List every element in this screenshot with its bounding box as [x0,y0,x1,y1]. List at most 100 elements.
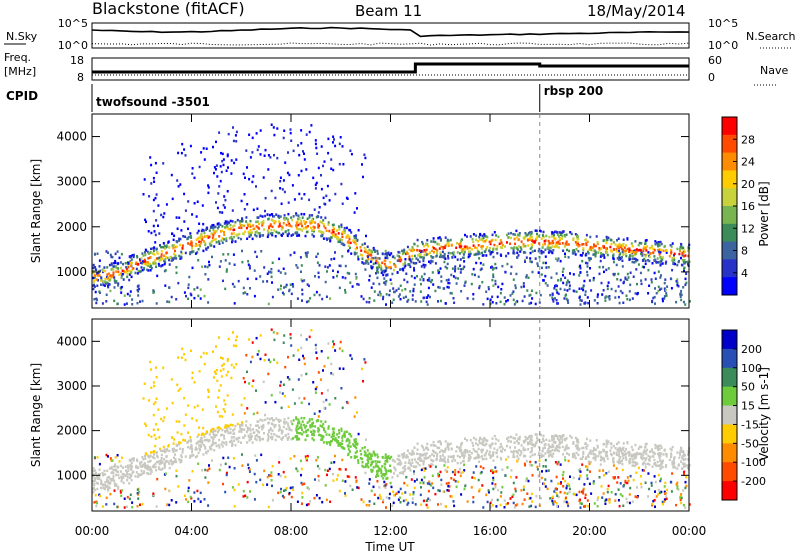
power-cell [262,176,265,179]
velocity-cell [175,443,178,447]
velocity-cell [334,439,337,442]
velocity-cell [601,458,604,461]
velocity-cell [122,473,125,476]
power-cell [577,245,580,248]
velocity-cell [383,480,386,484]
velocity-cell [251,385,254,388]
power-cell [592,253,595,256]
power-cell [136,272,139,275]
power-cell [295,221,298,225]
velocity-cell [348,432,351,436]
power-cell [439,299,442,303]
velocity-cell [191,417,194,420]
velocity-cell [681,457,684,460]
power-cell [647,251,650,254]
power-cell [175,216,178,219]
power-cell [341,255,344,258]
power-cell [522,236,525,239]
power-cell [208,242,211,245]
power-cell [341,232,344,236]
velocity-cell [355,480,358,484]
power-cell [547,244,550,247]
power-cell [684,277,687,281]
power-cell [365,300,368,304]
power-cell [666,285,669,288]
power-cell [306,251,309,254]
power-cell [460,268,463,271]
velocity-cell [535,441,538,444]
power-cell [594,250,597,254]
power-cell [173,234,176,237]
velocity-cell [438,446,441,450]
velocity-cell [239,426,242,429]
power-cell [243,224,246,228]
velocity-cell [376,471,379,475]
power-cell [430,280,433,284]
velocity-cell [643,449,646,452]
velocity-cell [296,500,299,503]
power-cell [300,197,303,200]
velocity-cell [547,443,550,446]
power-cell [163,212,166,215]
velocity-cell [263,469,266,473]
power-cell [153,253,156,256]
velocity-cell [684,506,687,509]
power-cell [334,192,337,196]
power-cell [653,248,656,252]
power-cell [297,233,300,237]
power-cell [281,291,284,295]
velocity-cell [374,460,377,463]
power-cell [249,234,252,237]
power-cell [271,213,274,216]
power-cell [319,230,322,233]
power-cell [551,231,554,234]
velocity-cell [150,386,153,389]
velocity-cell [226,394,229,397]
power-cell [339,264,342,268]
power-cell [241,220,244,223]
velocity-cell [544,452,547,455]
velocity-cell [587,454,589,457]
power-cell [367,262,370,265]
velocity-cell [226,424,229,427]
power-cell [541,266,543,270]
velocity-cell [368,478,371,481]
velocity-cell [443,449,446,453]
velocity-cell [565,500,568,504]
velocity-cell [657,493,660,496]
power-cell [538,301,541,304]
velocity-cell [216,379,219,383]
velocity-cell [628,459,631,463]
power-cell [230,232,233,235]
power-cell [125,270,128,274]
power-cell [110,262,113,265]
power-cell [558,242,561,245]
power-cell [332,226,335,229]
power-cell [135,261,138,264]
power-cell [164,284,167,287]
velocity-cell [401,471,404,474]
velocity-cell [256,411,259,415]
power-cell [422,245,425,248]
velocity-cell [154,465,157,469]
power-cell [426,278,429,282]
power-cell [271,261,274,264]
power-cell [328,229,331,233]
velocity-cell [130,478,133,482]
power-cell [304,234,307,238]
power-cell [347,244,350,248]
velocity-cell [561,441,564,444]
power-cell [287,229,290,232]
power-cell [109,289,112,293]
velocity-cell [92,467,95,470]
velocity-cell [334,397,337,400]
power-cell [682,246,685,249]
power-cell [330,236,333,239]
power-cell [216,227,219,230]
velocity-cell [234,444,237,447]
velocity-cell [539,497,542,500]
velocity-cell [687,458,690,461]
power-cell [353,252,356,256]
power-cell [226,153,229,156]
power-cell [447,239,450,243]
